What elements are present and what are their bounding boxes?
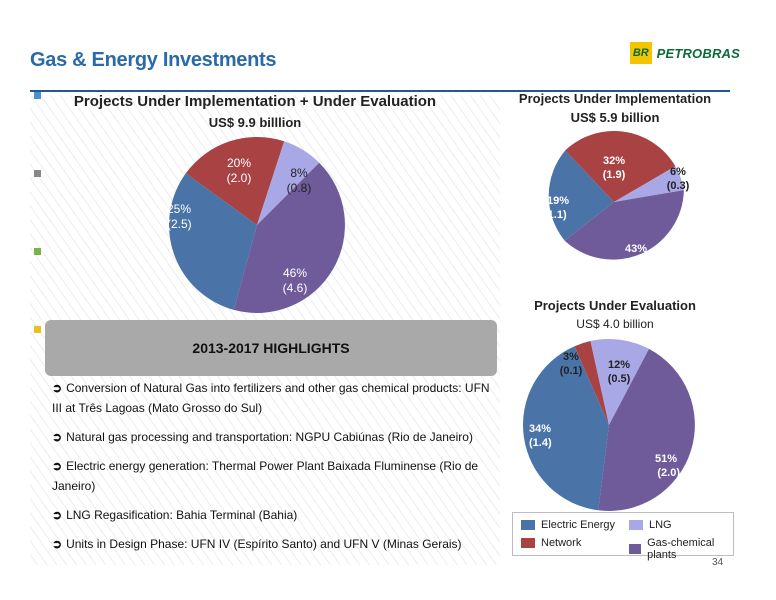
label-lng-val: (0.8) [287,181,312,195]
slice-lng [590,338,649,425]
side-marker-gray [34,170,41,177]
legend-swatch [521,538,535,548]
label-network-pct: 32% [603,155,625,167]
legend-item-electric-energy: Electric Energy [521,519,615,531]
label-gas-pct: 43% [625,243,647,255]
arrow-bullet-icon: ➲ [52,508,63,522]
highlights-list: ➲ Conversion of Natural Gas into fertiliz… [52,378,497,563]
label-gas-val: (2.0) [657,467,680,479]
slide-title: Gas & Energy Investments [30,49,277,71]
slice-gas-chemical-plants [598,348,695,511]
label-electric-val: (2.5) [167,217,192,231]
highlight-text: Conversion of Natural Gas into fertilize… [52,381,490,415]
chart-legend: Electric Energy LNG Network Gas-chemical… [512,512,734,561]
label-electric-val: (1.4) [529,437,552,449]
slice-electric-energy [169,173,257,310]
highlight-item: ➲ Units in Design Phase: UFN IV (Espírito… [52,534,497,554]
legend-label: LNG [649,519,672,531]
label-lng-pct: 8% [290,166,308,180]
highlights-title: 2013-2017 HIGHLIGHTS [192,340,350,356]
slice-network [185,136,285,225]
chart-total-title: Projects Under Implementation + Under Ev… [73,93,437,110]
slice-network [574,341,609,425]
label-electric-pct: 19% [547,195,569,207]
slice-lng [614,166,684,202]
label-electric-pct: 25% [167,202,191,216]
side-marker-blue [34,92,41,99]
slice-gas-chemical-plants [564,190,684,260]
arrow-bullet-icon: ➲ [52,459,63,473]
highlight-text: Natural gas processing and transportatio… [66,430,473,444]
label-lng-pct: 6% [670,166,686,178]
label-electric-val: (1.1) [544,209,567,221]
label-network-val: (1.9) [603,169,626,181]
legend-item-network: Network [521,537,581,549]
chart-implementation-title: Projects Under Implementation [518,91,712,106]
highlight-text: Electric energy generation: Thermal Powe… [52,459,479,493]
highlights-header-box [45,320,497,376]
legend-item-gas-chemical-plants: Gas-chemical plants [629,537,733,561]
label-gas-val: (4.6) [283,281,308,295]
label-network-val: (0.1) [560,365,583,377]
logo-mark-text: BR [632,47,649,59]
slice-lng [257,141,320,225]
legend-swatch [629,544,642,554]
side-marker-yellow [34,326,41,333]
slice-electric-energy [522,346,609,511]
highlight-item: ➲ LNG Regasification: Bahia Terminal (Bah… [52,505,497,525]
highlight-item: ➲ Conversion of Natural Gas into fertiliz… [52,378,497,418]
highlight-item: ➲ Electric energy generation: Thermal Pow… [52,456,497,496]
legend-label: Electric Energy [541,519,615,531]
br-logo-icon: BR [630,42,652,64]
chart-implementation-subtitle: US$ 5.9 billion [570,110,660,125]
legend-item-lng: LNG [629,519,672,531]
side-marker-green [34,248,41,255]
legend-label: Network [541,537,582,549]
label-gas-pct: 46% [283,266,307,280]
label-network-val: (2.0) [227,171,252,185]
page-number: 34 [712,557,724,568]
legend-swatch [629,520,643,530]
highlight-text: LNG Regasification: Bahia Terminal (Bahi… [66,508,298,522]
pie-chart-total: 25% (2.5) 20% (2.0) 8% (0.8) 46% (4.6) [167,136,345,313]
pie-chart-evaluation: 34% (1.4) 3% (0.1) 12% (0.5) 51% (2.0) [522,338,695,511]
highlight-text: Units in Design Phase: UFN IV (Espírito … [66,537,462,551]
chart-evaluation-title: Projects Under Evaluation [534,298,696,313]
slice-electric-energy [548,150,614,241]
pie-chart-implementation: 19% (1.1) 32% (1.9) 6% (0.3) 43% (2.6) [544,130,690,269]
label-lng-pct: 12% [608,359,630,371]
title-divider [30,90,730,92]
legend-label: Gas-chemical plants [647,537,715,561]
arrow-bullet-icon: ➲ [52,537,63,551]
label-electric-pct: 34% [529,423,551,435]
arrow-bullet-icon: ➲ [52,430,63,444]
label-network-pct: 3% [563,351,579,363]
logo-wordmark: PETROBRAS [656,45,740,61]
label-lng-val: (0.3) [667,180,690,192]
chart-total-subtitle: US$ 9.9 billlion [208,115,302,130]
label-gas-pct: 51% [655,453,677,465]
chart-evaluation-subtitle: US$ 4.0 billion [576,317,654,331]
legend-swatch [521,520,535,530]
slice-gas-chemical-plants [233,162,345,313]
arrow-bullet-icon: ➲ [52,381,63,395]
label-gas-val: (2.6) [625,257,648,269]
slice-network [565,130,676,202]
petrobras-logo: BR PETROBRAS [630,40,740,66]
highlight-item: ➲ Natural gas processing and transportati… [52,427,497,447]
label-lng-val: (0.5) [608,373,631,385]
label-network-pct: 20% [227,156,251,170]
